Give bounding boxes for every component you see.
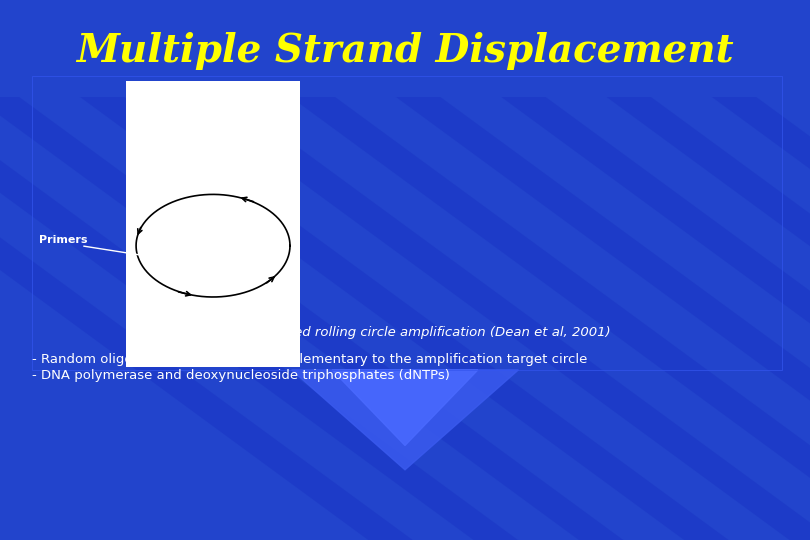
Polygon shape [0, 0, 450, 540]
Text: Scheme for multiply-primed rolling circle amplification (Dean et al, 2001): Scheme for multiply-primed rolling circl… [126, 326, 610, 339]
Text: Primers: Primers [39, 235, 87, 245]
Polygon shape [16, 0, 810, 540]
Polygon shape [543, 0, 810, 540]
Polygon shape [0, 0, 555, 540]
Polygon shape [0, 0, 765, 540]
Polygon shape [332, 370, 478, 446]
Bar [0, 0, 810, 97]
Bar [0, 97, 810, 367]
Polygon shape [227, 0, 810, 540]
Polygon shape [0, 0, 660, 540]
Polygon shape [292, 370, 518, 470]
Text: - DNA polymerase and deoxynucleoside triphosphates (dNTPs): - DNA polymerase and deoxynucleoside tri… [32, 369, 450, 382]
Polygon shape [753, 0, 810, 540]
Bar [126, 81, 300, 367]
Bar [32, 76, 782, 370]
Text: Multiple Strand Displacement: Multiple Strand Displacement [76, 32, 734, 70]
Polygon shape [437, 0, 810, 540]
Polygon shape [122, 0, 810, 540]
Text: - Random oligonucleotide primers complementary to the amplification target circl: - Random oligonucleotide primers complem… [32, 353, 588, 366]
Polygon shape [332, 0, 810, 540]
Polygon shape [648, 0, 810, 540]
